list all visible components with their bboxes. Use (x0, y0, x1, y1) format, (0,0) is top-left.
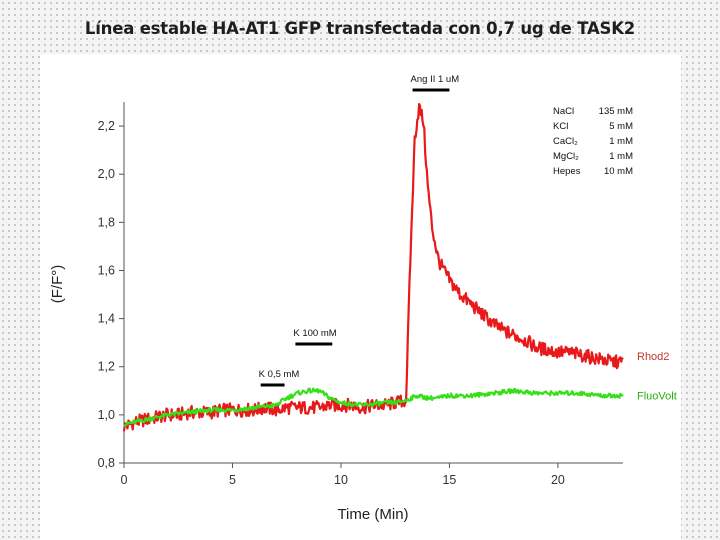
x-tick-label: 0 (121, 473, 128, 487)
figure-panel: 0,8 1,0 1,2 1,4 1,6 1,8 2,0 2,2 0 5 10 15 20 Rhod2 Fl… (40, 54, 681, 540)
y-tick-label: 1,8 (98, 215, 115, 229)
series-line-rhod2 (122, 102, 624, 432)
y-tick-label: 1,4 (98, 312, 115, 326)
solution-concentration: 1 mM (609, 136, 633, 147)
series-layer: Rhod2 FluoVolt (122, 102, 677, 432)
series-line-fluovolt (123, 387, 624, 428)
stimulus-label: K 0,5 mM (259, 369, 300, 380)
y-tick-label: 1,0 (98, 408, 115, 422)
axes: 0,8 1,0 1,2 1,4 1,6 1,8 2,0 2,2 0 5 10 15 20 (98, 102, 623, 487)
x-axis-label: Time (Min) (337, 506, 408, 523)
solution-compound: Hepes (553, 166, 581, 177)
solution-compound: KCl (553, 121, 568, 132)
stimulus-label: K 100 mM (293, 328, 336, 339)
x-tick-label: 20 (551, 473, 565, 487)
stimulus-label: Ang II 1 uM (411, 74, 460, 85)
y-tick-label: 2,0 (98, 167, 115, 181)
x-tick-label: 15 (442, 473, 456, 487)
chart: 0,8 1,0 1,2 1,4 1,6 1,8 2,0 2,2 0 5 10 15 20 Rhod2 Fl… (49, 74, 677, 523)
solution-compound: CaCl₂ (553, 136, 578, 147)
y-tick-label: 0,8 (98, 456, 115, 470)
solution-concentration: 1 mM (609, 151, 633, 162)
series-label: Rhod2 (637, 351, 669, 363)
x-tick-label: 5 (229, 473, 236, 487)
solution-concentration: 5 mM (609, 121, 633, 132)
solution-concentration: 10 mM (604, 166, 633, 177)
x-tick-label: 10 (334, 473, 348, 487)
y-tick-label: 1,6 (98, 263, 115, 277)
y-tick-label: 1,2 (98, 360, 115, 374)
annotation-layer: K 0,5 mM K 100 mM Ang II 1 uM NaCl 135 mM KCl… (259, 74, 633, 387)
series-label: FluoVolt (637, 391, 677, 403)
solution-compound: MgCl₂ (553, 151, 579, 162)
solution-concentration: 135 mM (599, 106, 633, 117)
solution-compound: NaCl (553, 106, 574, 117)
y-tick-label: 2,2 (98, 119, 115, 133)
slide-title: Línea estable HA-AT1 GFP transfectada co… (84, 19, 636, 38)
y-axis-label: (F/F°) (49, 265, 66, 303)
